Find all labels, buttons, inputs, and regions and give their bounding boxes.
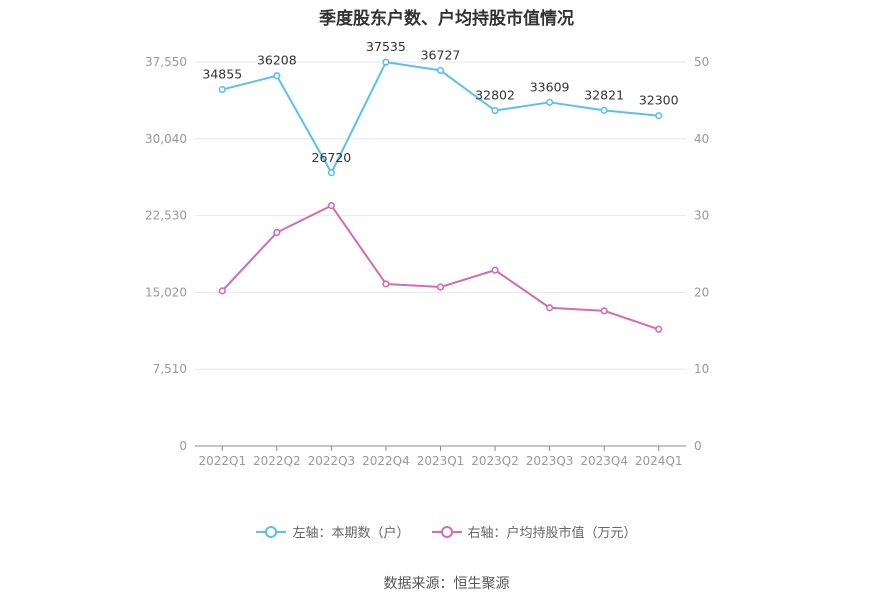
data-point (382, 280, 390, 288)
data-point (436, 66, 445, 75)
series-line-1 (221, 204, 660, 331)
data-point (491, 266, 499, 274)
data-point (273, 72, 281, 80)
data-source: 数据来源：恒生聚源 (383, 576, 510, 592)
data-label: 32802 (475, 88, 515, 103)
data-point (546, 304, 554, 312)
grid-layer (195, 61, 686, 370)
data-label: 37535 (366, 39, 406, 54)
data-point (546, 98, 554, 106)
data-point (655, 325, 663, 333)
data-point (600, 307, 608, 315)
x-axis-tick-label: 2022Q1 (198, 454, 246, 468)
legend-item-holding-value[interactable]: 右轴：户均持股市值（万元） (431, 522, 637, 541)
x-axis-tick-label: 2022Q2 (253, 454, 301, 468)
right-axis-tick-label: 40 (694, 132, 709, 146)
legend-households-label: 左轴：本期数（户） (292, 526, 410, 541)
data-point (273, 228, 281, 237)
data-point (218, 85, 226, 94)
legend-households-marker-icon (256, 525, 287, 538)
x-axis-tick-label: 2024Q1 (635, 454, 683, 468)
legend-holding-value-label: 右轴：户均持股市值（万元） (467, 526, 637, 541)
left-axis-tick-label: 0 (179, 439, 187, 453)
right-axis-tick-label: 20 (694, 285, 709, 299)
legend-holding-value-marker-icon (431, 525, 462, 538)
right-axis-tick-label: 30 (694, 209, 709, 223)
data-label: 26720 (312, 150, 352, 165)
left-axis-tick-label: 15,020 (145, 285, 187, 299)
x-axis-tick-label: 2023Q2 (471, 454, 519, 468)
series-layer (218, 58, 663, 333)
x-axis-tick-label: 2023Q1 (417, 454, 465, 468)
data-label: 36727 (421, 47, 461, 62)
x-axis-tick-label: 2023Q3 (526, 454, 574, 468)
data-point (491, 106, 499, 115)
data-label: 34855 (202, 67, 242, 82)
data-label: 36208 (257, 53, 297, 68)
x-axis-tick-label: 2023Q4 (580, 454, 628, 468)
legend-item-households[interactable]: 左轴：本期数（户） (256, 522, 410, 541)
left-axis-tick-label: 30,040 (145, 132, 187, 146)
axis-layer: 0 0 7,510 10 15,020 20 22,530 30 30,040 40 37,550 5… (145, 55, 709, 468)
data-point (327, 169, 335, 177)
legend: 左轴：本期数（户） 右轴：户均持股市值（万元） (0, 522, 893, 541)
chart-title: 季度股东户数、户均持股市值情况 (319, 9, 574, 29)
data-label: 32300 (639, 93, 679, 108)
data-point (655, 112, 663, 120)
data-point (218, 287, 226, 295)
left-axis-tick-label: 22,530 (145, 209, 187, 223)
right-axis-tick-label: 50 (694, 55, 709, 69)
series-line-0 (222, 61, 659, 174)
left-axis-tick-label: 37,550 (145, 55, 187, 69)
left-axis-tick-label: 7,510 (153, 362, 187, 376)
right-axis-tick-label: 0 (694, 439, 702, 453)
data-point (436, 283, 445, 291)
data-point (600, 106, 608, 114)
label-layer: 34855 36208 26720 37535 36727 32802 33609 32821… (202, 39, 678, 165)
right-axis-tick-label: 10 (694, 362, 709, 376)
data-label: 32821 (584, 87, 624, 102)
data-point (382, 58, 390, 66)
data-label: 33609 (530, 79, 570, 94)
x-axis-tick-label: 2022Q4 (362, 454, 410, 468)
data-point (327, 202, 335, 210)
x-axis-tick-label: 2022Q3 (308, 454, 356, 468)
